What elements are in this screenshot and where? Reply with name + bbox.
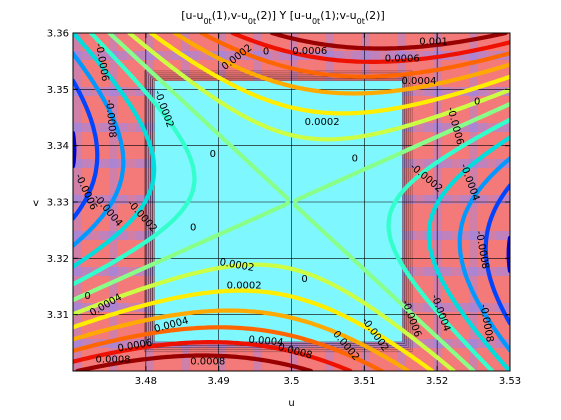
contour-label: 0 bbox=[210, 149, 216, 160]
contour-path bbox=[73, 78, 510, 326]
contour-path bbox=[73, 33, 510, 371]
y-tick-label: 3.31 bbox=[47, 310, 69, 321]
contour-line bbox=[73, 33, 510, 371]
contour-label: -0.0008 bbox=[103, 99, 117, 138]
x-axis-label: u bbox=[288, 398, 294, 409]
title-segment: 0t bbox=[248, 17, 256, 26]
inner-box-border bbox=[144, 70, 413, 353]
contour-line bbox=[73, 33, 510, 371]
title-segment: (1),v-u bbox=[212, 9, 248, 22]
title-segment: 0t bbox=[357, 17, 365, 26]
contour-line bbox=[73, 33, 510, 371]
contour-label: 0 bbox=[352, 154, 358, 165]
contour-label: 0.0008 bbox=[96, 355, 131, 366]
contour-label: 0 bbox=[474, 97, 480, 108]
contour-layer bbox=[73, 33, 510, 371]
inner-box-border bbox=[152, 78, 405, 345]
y-tick-label: 3.35 bbox=[47, 85, 69, 96]
title-segment: (1);v-u bbox=[320, 9, 356, 22]
contour-label: 0 bbox=[301, 274, 307, 285]
inner-box-border bbox=[150, 76, 407, 347]
contour-line bbox=[73, 33, 510, 371]
axes: 3.48 3.49 3.5 3.51 3.52 3.53 3.31 3.32 3.33 3.34 3… bbox=[47, 29, 521, 388]
title-text: [u-u0t(1),v-u0t(2)] Y [u-u0t(1);v-u0t(2)… bbox=[181, 9, 385, 26]
contour-label: 0.0002 bbox=[227, 280, 262, 291]
contour-label: 0 bbox=[190, 222, 196, 233]
contour-line bbox=[73, 78, 510, 326]
inner-region bbox=[154, 80, 403, 342]
contour-line bbox=[73, 33, 510, 371]
contour-label: 0 bbox=[263, 47, 269, 58]
contour-path bbox=[73, 33, 510, 371]
y-tick-label: 3.33 bbox=[47, 198, 69, 209]
title-segment: 0t bbox=[312, 17, 320, 26]
contour-line bbox=[73, 33, 510, 371]
x-tick-label: 3.52 bbox=[426, 376, 448, 387]
contour-label: 0 bbox=[84, 291, 90, 302]
title-segment: 0t bbox=[203, 17, 211, 26]
contour-line bbox=[73, 33, 510, 371]
y-tick-label: 3.32 bbox=[47, 254, 69, 265]
title-segment: [u-u bbox=[181, 9, 203, 22]
contour-label: 0.0006 bbox=[292, 46, 327, 57]
contour-path bbox=[73, 33, 510, 371]
contour-path bbox=[73, 33, 510, 371]
x-tick-label: 3.5 bbox=[284, 376, 300, 387]
y-axis-label: v bbox=[33, 198, 39, 209]
contour-label: 0.0006 bbox=[385, 53, 420, 64]
contour-line bbox=[73, 33, 510, 371]
contour-path bbox=[73, 33, 510, 371]
chart-title: [u-u0t(1),v-u0t(2)] Y [u-u0t(1);v-u0t(2)… bbox=[181, 9, 385, 26]
contour-label: 0.0004 bbox=[248, 335, 284, 349]
x-tick-label: 3.51 bbox=[353, 376, 375, 387]
contour-label: 0.001 bbox=[419, 36, 448, 47]
contour-label: 0.0008 bbox=[190, 356, 225, 367]
y-tick-label: 3.34 bbox=[47, 141, 69, 152]
x-tick-label: 3.49 bbox=[208, 376, 230, 387]
title-segment: (2)] Y [u-u bbox=[256, 9, 312, 22]
contour-path bbox=[73, 33, 510, 371]
contour-path bbox=[73, 33, 510, 371]
contour-label: 0.0004 bbox=[401, 76, 436, 87]
contour-label: 0.0002 bbox=[305, 117, 340, 128]
y-tick-label: 3.36 bbox=[47, 29, 69, 40]
contour-path bbox=[73, 33, 510, 371]
title-segment: (2)] bbox=[365, 9, 385, 22]
x-tick-label: 3.53 bbox=[499, 376, 521, 387]
x-tick-label: 3.48 bbox=[135, 376, 157, 387]
